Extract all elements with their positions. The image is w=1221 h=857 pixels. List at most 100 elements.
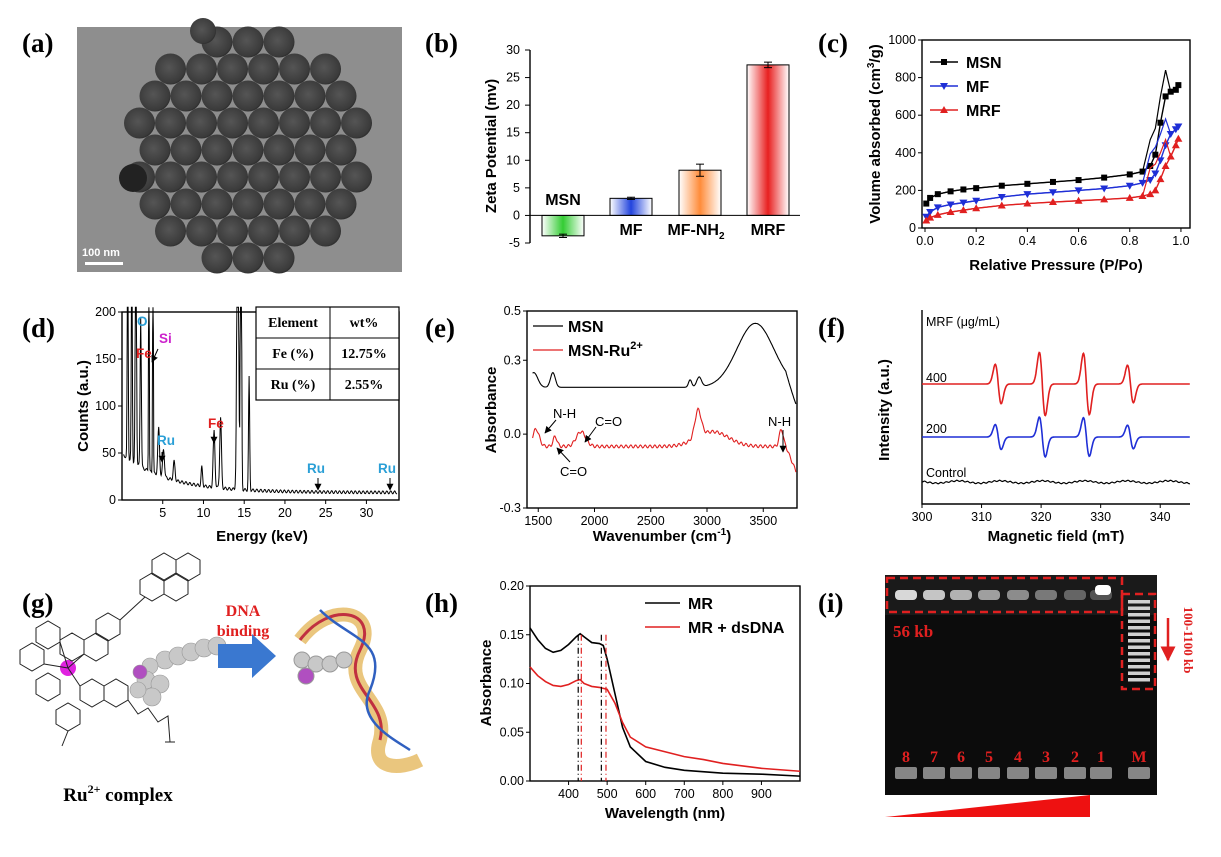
legend-mr: MR	[688, 596, 713, 613]
tem-particle	[201, 134, 233, 166]
eds-peak-label: Fe	[208, 416, 224, 431]
annot-co-1: C=O	[595, 414, 622, 429]
x-tick-label: 330	[1090, 510, 1111, 524]
y-tick-label: 1000	[888, 33, 916, 47]
y-tick-label: 10	[506, 153, 520, 167]
y-tick-label: 5	[513, 181, 520, 195]
ladder-band	[1128, 639, 1150, 643]
point-MF	[1146, 177, 1155, 185]
point-MSN	[960, 186, 967, 193]
tem-particle	[279, 53, 310, 85]
point-MRF	[1166, 152, 1175, 160]
y-tick-label: 0	[909, 221, 916, 235]
point-MRF	[933, 210, 942, 218]
point-MSN	[947, 188, 954, 195]
eds-peak-label: Ru	[378, 461, 396, 476]
legend-mr-dsdna: MR + dsDNA	[688, 620, 785, 637]
gel-image: 56 kb 8 7 6 5 4 3 2 1 M 100-1100 kb	[885, 575, 1196, 817]
gradient-wedge	[885, 795, 1090, 817]
tem-image: 100 nm	[77, 18, 402, 274]
tem-particle	[310, 107, 341, 139]
legend-marker	[940, 83, 948, 90]
x-tick-label: 0.6	[1070, 234, 1087, 248]
tem-particle	[263, 242, 295, 274]
point-MRF	[1125, 193, 1134, 201]
y-tick-label: 150	[95, 352, 116, 366]
legend-msn: MSN	[568, 319, 604, 336]
point-MF	[1156, 157, 1165, 165]
x-tick-label: 0.8	[1121, 234, 1138, 248]
y-tick-label: 20	[506, 98, 520, 112]
point-MRF	[1146, 190, 1155, 198]
x-tick-label: 0.4	[1019, 234, 1036, 248]
gel-lane-label: 2	[1071, 749, 1079, 766]
tem-particle	[263, 26, 295, 58]
tem-particle	[341, 107, 372, 139]
chart-e-ylabel: Absorbance	[483, 367, 500, 454]
ladder-band	[1128, 658, 1150, 662]
eds-table-cell: 2.55%	[345, 378, 384, 393]
point-MRF	[959, 206, 968, 214]
y-tick-label: 400	[895, 146, 916, 160]
y-tick-label: 200	[95, 305, 116, 319]
tem-particle	[139, 188, 171, 220]
x-tick-label: 30	[359, 506, 373, 520]
tem-particle	[139, 134, 171, 166]
tem-particle	[186, 53, 217, 85]
point-MF	[1100, 185, 1109, 193]
chart-h-xlabel: Wavelength (nm)	[605, 805, 725, 822]
x-tick-label: 0.0	[916, 234, 933, 248]
y-tick-label: 0.0	[504, 427, 521, 441]
tem-particle	[201, 242, 233, 274]
gel-well	[923, 767, 945, 779]
tem-particle	[232, 26, 264, 58]
point-MSN	[1175, 82, 1182, 89]
gel-band	[1035, 590, 1057, 600]
gel-well	[1035, 767, 1057, 779]
tem-particle	[124, 107, 155, 139]
point-MF	[1151, 170, 1160, 178]
gel-band	[923, 590, 945, 600]
eds-table-header-element: Element	[268, 316, 318, 331]
tem-particle	[201, 188, 233, 220]
point-MF	[959, 199, 968, 207]
tem-particle	[186, 215, 217, 247]
legend-MRF: MRF	[966, 103, 1001, 120]
x-tick-label: 3500	[749, 514, 777, 528]
point-MF	[972, 197, 981, 205]
point-MRF	[926, 213, 935, 221]
point-MF	[1174, 123, 1183, 131]
gel-band	[1064, 590, 1086, 600]
panel-label-f: (f)	[818, 313, 845, 343]
bar-MF	[609, 197, 653, 216]
y-tick-label: 800	[895, 71, 916, 85]
eds-arrow	[151, 348, 159, 363]
x-tick-label: 300	[912, 510, 933, 524]
y-tick-label: 0.10	[500, 677, 524, 691]
point-MSN	[1152, 151, 1159, 158]
chart-f-ylabel: Intensity (a.u.)	[876, 359, 893, 461]
chart-b-ylabel: Zeta Potential (mv)	[483, 79, 500, 213]
gel-well	[895, 767, 917, 779]
tem-particle	[279, 215, 310, 247]
tem-particle	[232, 188, 264, 220]
gel-lane-label: M	[1131, 749, 1146, 766]
panel-label-g: (g)	[22, 588, 53, 618]
y-tick-label: 0.00	[500, 774, 524, 788]
eds-table: Element wt% Fe (%) 12.75% Ru (%) 2.55%	[255, 306, 400, 401]
point-MSN	[1126, 171, 1133, 178]
chart-h-uvvis: 400 500 600 700 800 900 0.00 0.05 0.10 0.15 0.20 W…	[478, 579, 801, 822]
series-MR	[529, 627, 801, 777]
series-MR + dsDNA	[529, 666, 801, 773]
category-label: MSN	[545, 192, 581, 209]
bar-MF-NH2	[678, 169, 722, 216]
eds-peak-label: Si	[159, 331, 172, 346]
y-tick-label: 50	[102, 446, 116, 460]
gel-band	[1095, 585, 1111, 595]
chart-c-isotherm: 0.0 0.2 0.4 0.6 0.8 1.0 0 200 400 600 800 1000 Rela…	[866, 33, 1191, 274]
scheme-caption: Ru2+ complex	[63, 782, 173, 806]
point-MSN	[1024, 180, 1031, 187]
panel-label-d: (d)	[22, 313, 55, 343]
tem-particle	[248, 107, 279, 139]
y-tick-label: 25	[506, 71, 520, 85]
